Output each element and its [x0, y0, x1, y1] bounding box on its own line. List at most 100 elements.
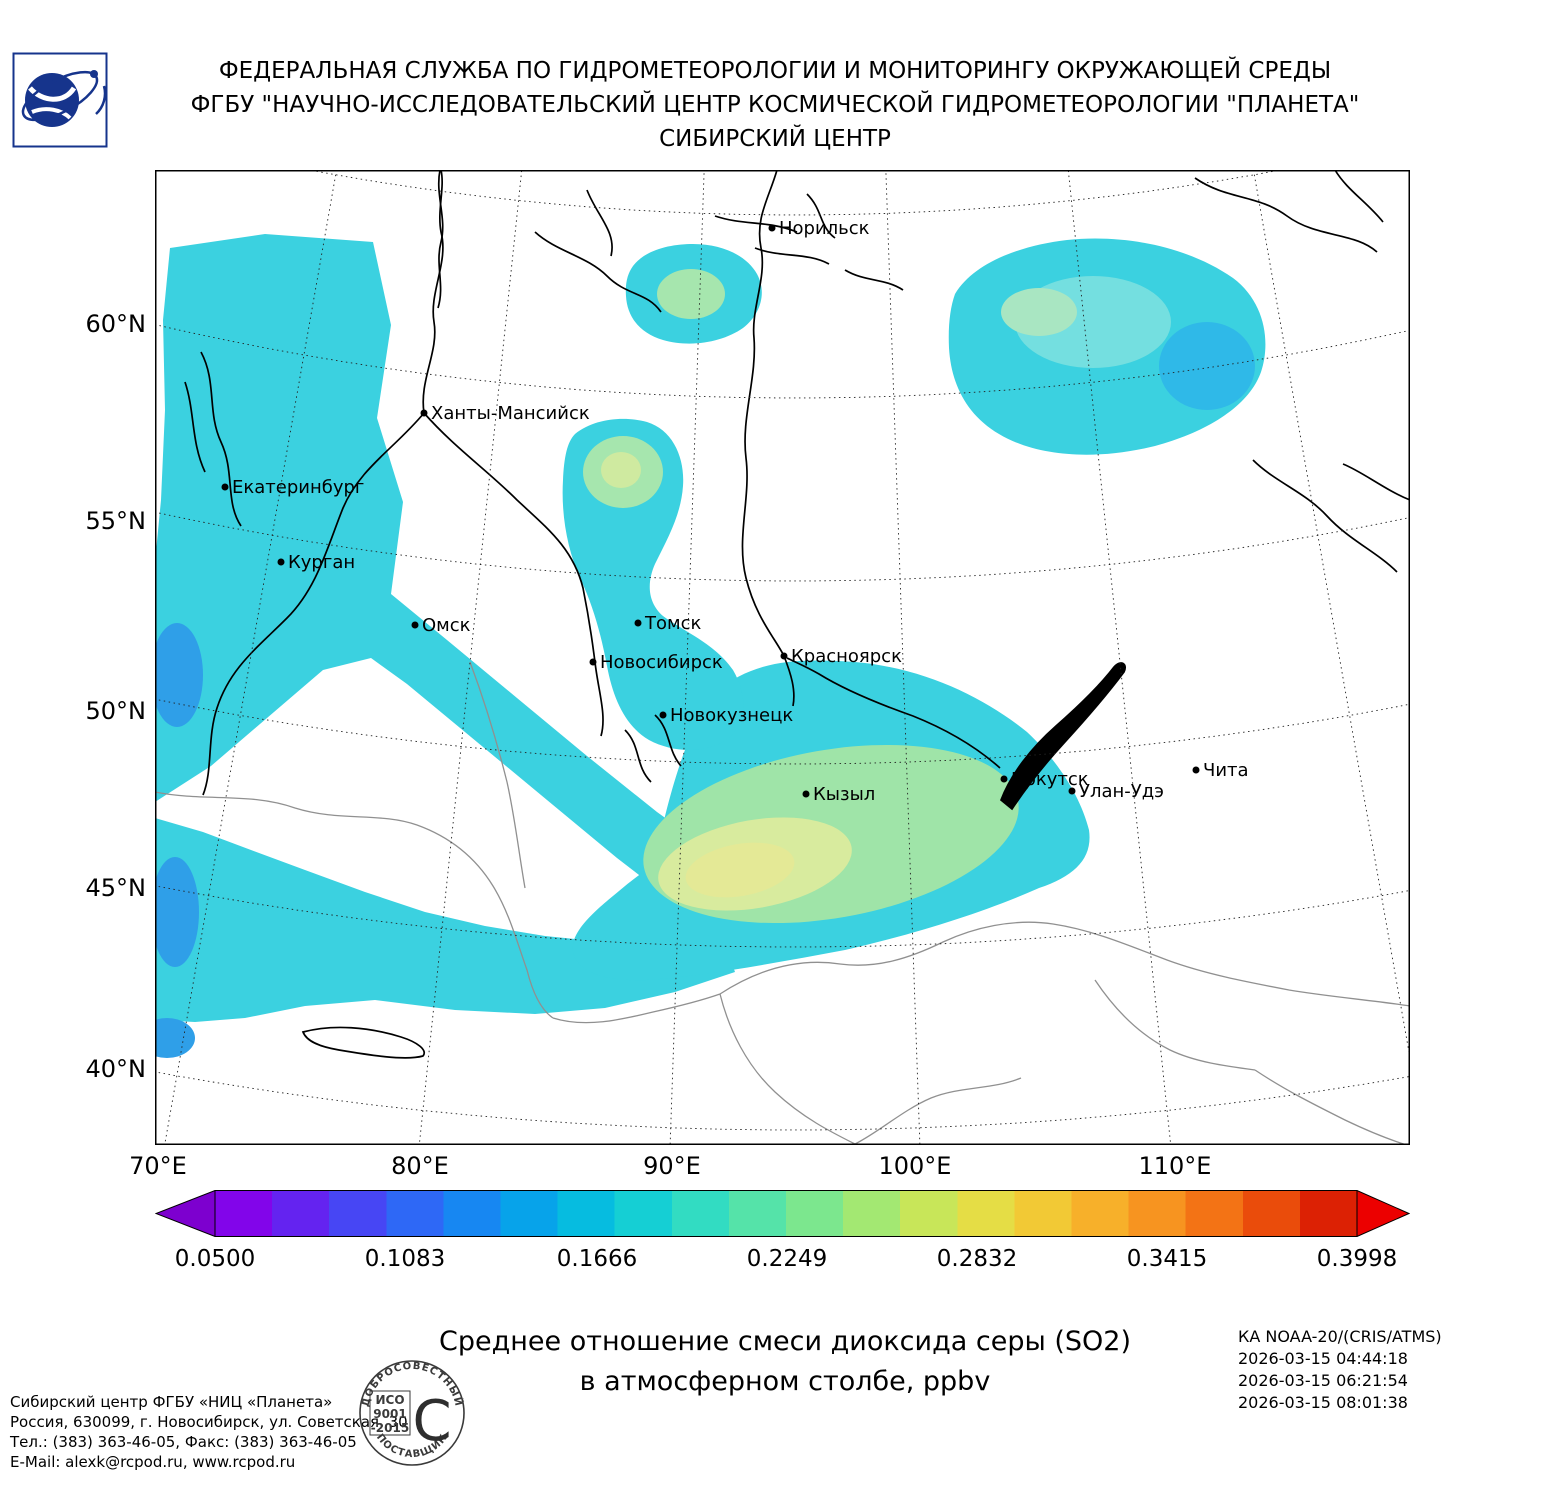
- border-line: [155, 791, 554, 1019]
- lon-tick-label: 110°E: [1138, 1152, 1212, 1180]
- river-lena: [1252, 459, 1398, 573]
- graticule-grid: [155, 170, 1410, 1145]
- border-line: [1254, 1069, 1409, 1145]
- city-marker-dot: [634, 619, 642, 627]
- header-line-2: ФГБУ "НАУЧНО-ИССЛЕДОВАТЕЛЬСКИЙ ЦЕНТР КОС…: [190, 92, 1360, 118]
- logo-globe-band: [28, 86, 77, 102]
- border-line: [469, 661, 526, 889]
- coastline: [1194, 177, 1378, 253]
- header-line-3: СИБИРСКИЙ ЦЕНТР: [659, 126, 891, 152]
- city-label: Новосибирск: [600, 652, 723, 673]
- satellite-info-line: КА NOAA-20/(CRIS/ATMS): [1238, 1327, 1442, 1346]
- city-label: Красноярск: [791, 646, 902, 667]
- river: [654, 714, 682, 767]
- river: [437, 170, 444, 309]
- city-label: Иркутск: [1011, 769, 1089, 790]
- graticule-parallel-45N: [155, 885, 1410, 948]
- border-line: [719, 993, 1022, 1145]
- satellite-info-line: 2026-03-15 06:21:54: [1238, 1371, 1408, 1390]
- city-label: Ханты-Мансийск: [431, 403, 590, 424]
- river: [422, 170, 444, 414]
- lat-tick-label: 50°N: [85, 697, 147, 725]
- city-label: Екатеринбург: [232, 477, 364, 498]
- logo-satellite-icon: [90, 70, 98, 78]
- graticule-parallel-60N: [155, 324, 1410, 399]
- border-line: [552, 993, 721, 1024]
- so2-patch-west: [155, 234, 743, 912]
- country-borders: [155, 661, 1410, 1145]
- city-label: Новокузнецк: [670, 705, 793, 726]
- lat-tick-label: 60°N: [85, 310, 147, 338]
- satellite-info: КА NOAA-20/(CRIS/ATMS) 2026-03-15 04:44:1…: [1238, 1326, 1442, 1414]
- colorbar-tick-label: 0.1083: [364, 1246, 446, 1272]
- border-line: [719, 921, 1410, 1007]
- contact-info-line: Россия, 630099, г. Новосибирск, ул. Сове…: [10, 1413, 408, 1431]
- river: [534, 231, 662, 313]
- lake-baikal: [999, 662, 1126, 811]
- city-marker-dot: [277, 558, 285, 566]
- river: [806, 193, 836, 239]
- caption-line-1: Среднее отношение смеси диоксида серы (S…: [438, 1326, 1132, 1357]
- so2-spot-blue-2: [155, 857, 199, 967]
- caption-line-2: в атмосферном столбе, ppbv: [579, 1366, 991, 1397]
- city-marker-dot: [589, 658, 597, 666]
- coastline: [1334, 170, 1384, 223]
- graticule-meridian-70E: [164, 170, 337, 1145]
- river: [184, 381, 206, 473]
- so2-spot-yellow-tomsk: [601, 452, 641, 488]
- river: [754, 247, 830, 265]
- map-frame: [155, 170, 1410, 1145]
- graticule-meridian-90E: [669, 170, 705, 1145]
- stamp-iso-line-1: ИСО: [375, 1393, 404, 1407]
- graticule-meridian-110E: [1067, 170, 1172, 1145]
- city-markers: Норильск Ханты-Мансийск Екатеринбург Курган…: [221, 218, 1249, 805]
- so2-spot-blue-northeast: [1159, 322, 1255, 410]
- colorbar-tick-label: 0.0500: [174, 1246, 256, 1272]
- iso-9001-stamp: ДОБРОСОВЕСТНЫЙ ПОСТАВЩИК ИСО 9001 -2015 …: [359, 1360, 465, 1466]
- lon-tick-label: 80°E: [391, 1152, 449, 1180]
- satellite-info-line: 2026-03-15 04:44:18: [1238, 1349, 1408, 1368]
- caption: Среднее отношение смеси диоксида серы (S…: [390, 1322, 1180, 1402]
- river-ural: [200, 351, 242, 527]
- stamp-iso-line-3: -2015: [371, 1421, 409, 1435]
- city-marker-dot: [802, 790, 810, 798]
- header: ФЕДЕРАЛЬНАЯ СЛУЖБА ПО ГИДРОМЕТЕОРОЛОГИИ …: [45, 54, 1505, 156]
- city-label: Кызыл: [813, 784, 875, 805]
- stamp-iso-box: [369, 1390, 411, 1436]
- planeta-logo: [12, 52, 108, 148]
- colorbar-right-arrow: [1356, 1190, 1410, 1237]
- river: [1342, 463, 1410, 501]
- so2-concentration-patches: [155, 234, 1266, 1058]
- so2-spot-green-northeast: [1001, 288, 1077, 336]
- city-marker-dot: [768, 224, 776, 232]
- lat-tick-label: 40°N: [85, 1055, 147, 1083]
- colorbar-tick-label: 0.2832: [936, 1246, 1018, 1272]
- so2-spot-blue-3: [155, 1018, 195, 1058]
- city-label: Курган: [288, 552, 355, 573]
- city-marker-dot: [1068, 787, 1076, 795]
- rivers-coastlines: [184, 170, 1410, 1059]
- lat-tick-label: 55°N: [85, 507, 147, 535]
- logo-arc: [95, 85, 107, 115]
- river-yenisei: [741, 170, 795, 707]
- city-marker-dot: [780, 652, 788, 660]
- colorbar-tick-label: 0.3415: [1126, 1246, 1208, 1272]
- stamp-iso-line-2: 9001: [373, 1407, 406, 1421]
- lon-tick-label: 100°E: [878, 1152, 952, 1180]
- graticule-meridian-100E: [885, 170, 921, 1145]
- colorbar-gradient: [214, 1190, 1358, 1237]
- so2-spot-yellow-core: [685, 842, 795, 898]
- city-marker-dot: [221, 483, 229, 491]
- city-marker-dot: [420, 409, 428, 417]
- border-line: [1094, 979, 1256, 1071]
- city-marker-dot: [1000, 775, 1008, 783]
- colorbar-left-arrow: [155, 1190, 216, 1237]
- colorbar: [155, 1190, 1410, 1237]
- city-label: Омск: [422, 615, 471, 636]
- city-label: Улан-Удэ: [1079, 781, 1164, 802]
- river-angara: [786, 657, 1001, 769]
- river: [844, 269, 904, 291]
- city-label: Норильск: [779, 218, 870, 239]
- colorbar-tick-label: 0.2249: [746, 1246, 828, 1272]
